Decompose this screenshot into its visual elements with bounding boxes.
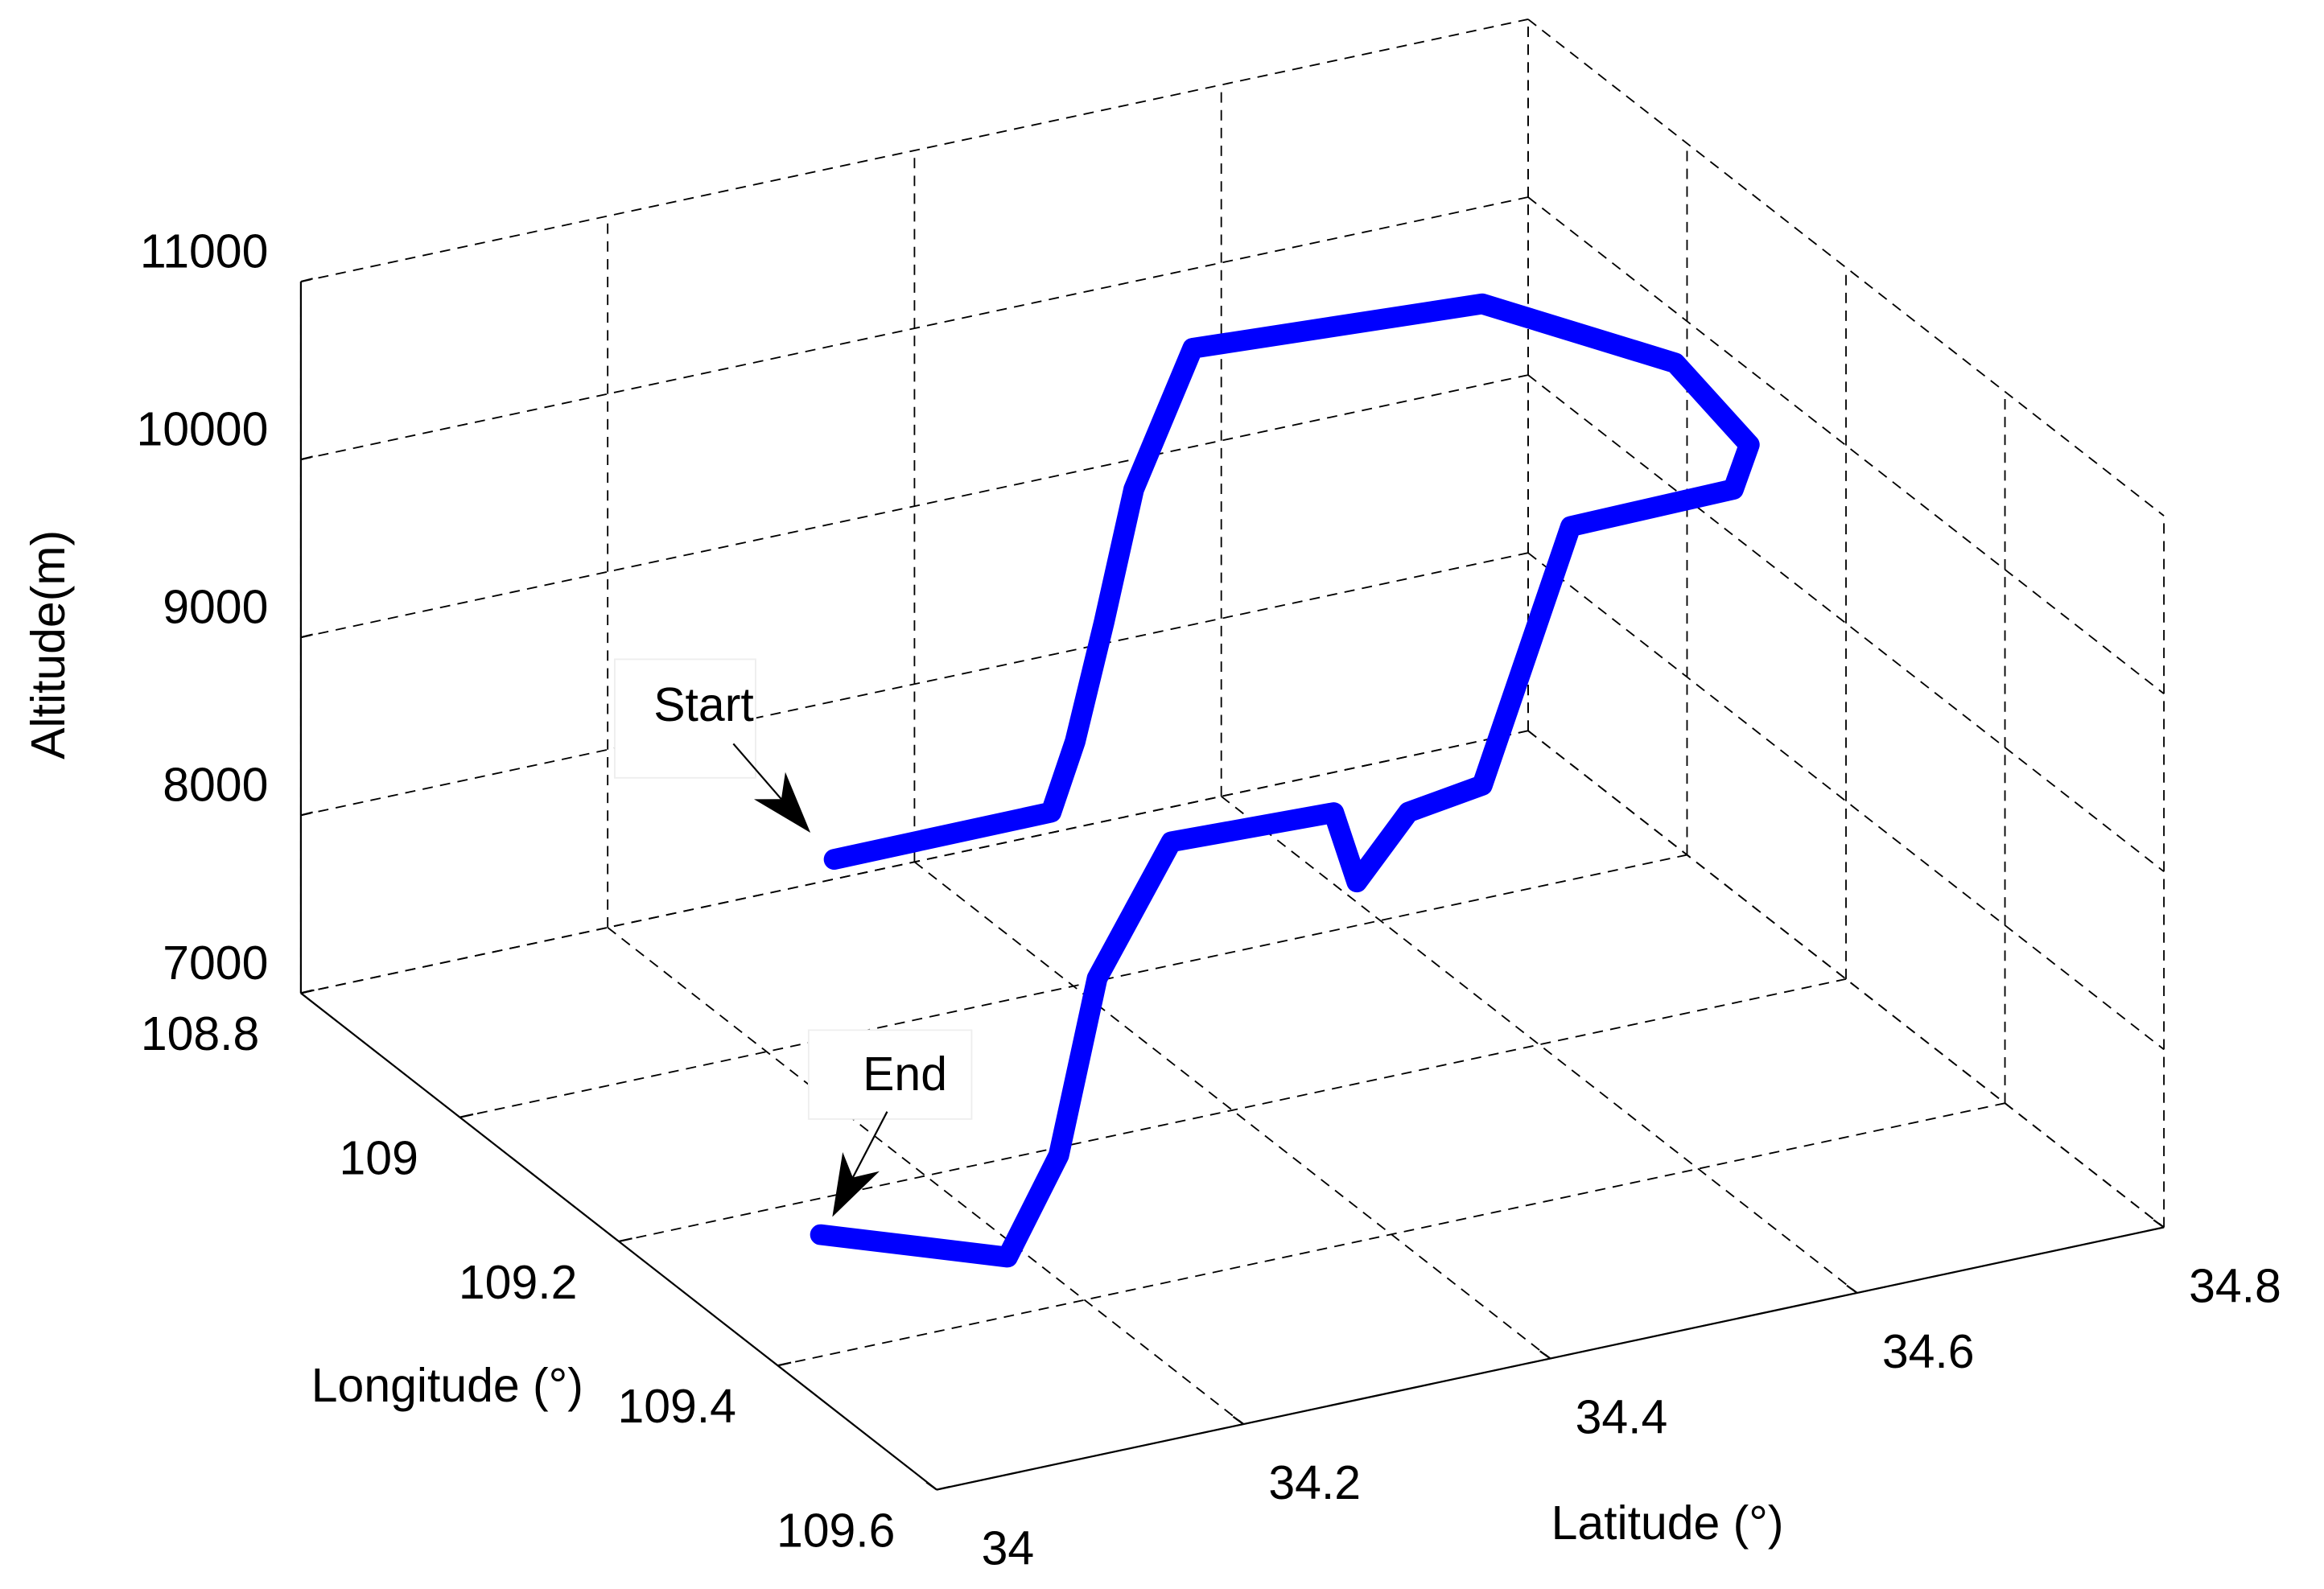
- x-tick-label: 109: [340, 1132, 418, 1184]
- annotation-box: [807, 1029, 973, 1120]
- z-tick-label: 8000: [163, 760, 268, 812]
- grid-line: [777, 1102, 2005, 1367]
- z-tick: [300, 455, 313, 461]
- grid-line: [300, 19, 1529, 282]
- z-axis-label: Altitude(m): [23, 530, 75, 760]
- z-tick-label: 9000: [163, 582, 268, 634]
- grid-line: [1527, 730, 2165, 1229]
- y-tick: [925, 1481, 937, 1491]
- z-tick-label: 11000: [140, 225, 269, 278]
- annotation: Start: [653, 679, 753, 731]
- x-tick: [300, 989, 315, 994]
- x-tick: [936, 1485, 950, 1491]
- x-tick: [618, 1237, 633, 1243]
- grid-line: [300, 552, 1529, 817]
- grid-line: [300, 374, 1529, 639]
- x-tick: [777, 1361, 792, 1367]
- grid-line: [1527, 552, 2165, 1051]
- grid-line: [300, 196, 1529, 461]
- annotation-arrowhead: [832, 1151, 880, 1217]
- x-tick-label: 109.4: [617, 1381, 736, 1433]
- x-axis-label: Longitude (°): [311, 1360, 583, 1412]
- y-tick-label: 34.2: [1268, 1457, 1361, 1509]
- grid-line: [913, 861, 1551, 1360]
- z-tick-label: 10000: [136, 404, 268, 456]
- grid-line: [1221, 796, 1858, 1294]
- grid-line: [1527, 374, 2165, 873]
- x-tick-label: 109.2: [459, 1257, 577, 1309]
- annotation-arrowhead: [753, 772, 811, 833]
- annotation-arrow: [851, 1111, 888, 1178]
- annotation-arrow: [732, 743, 782, 800]
- trajectory: [810, 293, 1760, 1268]
- grid-line: [607, 927, 1244, 1425]
- z-tick: [300, 633, 313, 639]
- grid-line: [1527, 196, 2165, 694]
- grid-line: [300, 730, 1529, 994]
- z-tick: [300, 278, 313, 283]
- grid-line: [618, 978, 1847, 1242]
- x-tick-label: 108.8: [141, 1008, 259, 1060]
- y-tick-label: 34.4: [1576, 1391, 1668, 1443]
- y-axis-label: Latitude (°): [1551, 1497, 1784, 1550]
- y-tick-label: 34: [982, 1522, 1035, 1575]
- y-tick: [2153, 1219, 2165, 1229]
- y-tick: [1539, 1350, 1551, 1360]
- annotation: End: [863, 1048, 947, 1101]
- x-tick: [459, 1113, 474, 1118]
- z-tick: [300, 811, 313, 817]
- annotation-box: [614, 658, 756, 779]
- z-tick-label: 7000: [163, 937, 268, 990]
- y-tick: [1232, 1415, 1244, 1425]
- y-tick-label: 34.8: [2189, 1260, 2281, 1312]
- y-tick-label: 34.6: [1882, 1326, 1975, 1378]
- x-tick-label: 109.6: [777, 1505, 895, 1557]
- grid-line: [459, 854, 1687, 1118]
- y-tick: [1846, 1284, 1858, 1294]
- grid-line: [1527, 19, 2165, 517]
